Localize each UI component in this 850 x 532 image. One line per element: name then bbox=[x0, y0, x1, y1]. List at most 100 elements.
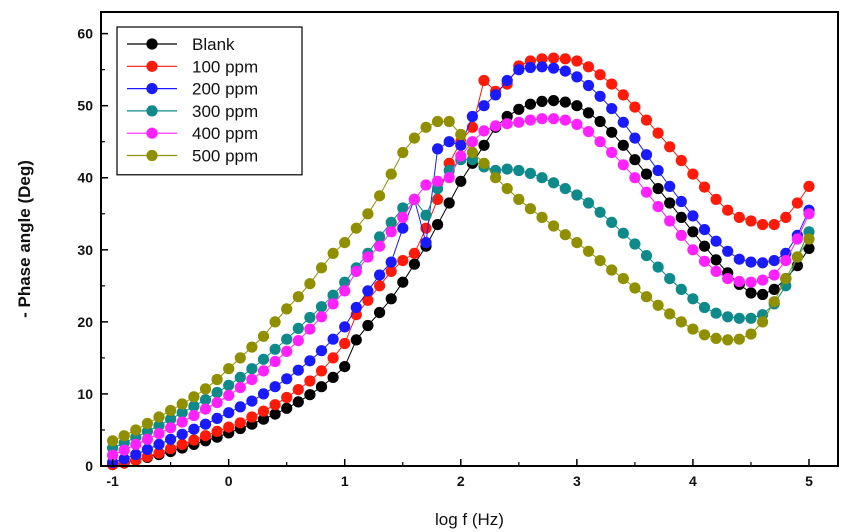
data-point bbox=[594, 69, 606, 81]
data-point bbox=[722, 334, 734, 346]
data-point bbox=[362, 208, 374, 220]
data-point bbox=[478, 157, 490, 169]
data-point bbox=[339, 237, 351, 249]
x-axis-title: log f (Hz) bbox=[435, 510, 504, 529]
data-point bbox=[304, 278, 316, 290]
data-point bbox=[698, 181, 711, 193]
data-point bbox=[617, 139, 629, 151]
data-point bbox=[768, 219, 780, 231]
data-point bbox=[397, 255, 409, 267]
data-point bbox=[455, 139, 467, 151]
data-point bbox=[281, 402, 293, 414]
data-point bbox=[374, 240, 386, 252]
data-point bbox=[536, 95, 548, 107]
data-point bbox=[629, 282, 641, 294]
data-point bbox=[606, 216, 618, 228]
data-point bbox=[385, 293, 397, 305]
data-point bbox=[234, 401, 246, 413]
data-point bbox=[257, 413, 270, 425]
data-point bbox=[571, 100, 583, 112]
data-point bbox=[350, 222, 362, 234]
data-point bbox=[432, 143, 444, 155]
data-point bbox=[536, 113, 548, 125]
data-point bbox=[745, 287, 757, 299]
data-point bbox=[257, 388, 270, 400]
data-point bbox=[246, 411, 258, 423]
data-point bbox=[455, 150, 467, 162]
data-point bbox=[234, 352, 246, 364]
data-point bbox=[478, 125, 490, 137]
data-point bbox=[571, 118, 583, 130]
data-point bbox=[757, 274, 769, 286]
data-point bbox=[548, 220, 560, 232]
data-point bbox=[617, 227, 629, 239]
data-point bbox=[107, 449, 119, 461]
data-point bbox=[652, 183, 664, 195]
data-point bbox=[223, 379, 235, 391]
data-point bbox=[350, 334, 362, 346]
data-point bbox=[443, 197, 455, 209]
data-point bbox=[501, 183, 513, 195]
data-point bbox=[385, 216, 397, 228]
data-point bbox=[130, 448, 142, 461]
data-point bbox=[176, 438, 188, 450]
data-point bbox=[304, 375, 316, 387]
data-point bbox=[211, 425, 223, 437]
x-tick-label: 4 bbox=[689, 473, 697, 489]
data-point bbox=[524, 114, 537, 126]
data-point bbox=[745, 312, 757, 324]
data-point bbox=[130, 424, 142, 436]
data-point bbox=[698, 255, 711, 267]
data-point bbox=[675, 195, 687, 208]
data-point bbox=[768, 296, 780, 308]
data-point bbox=[675, 316, 687, 328]
data-point bbox=[257, 365, 270, 377]
data-point bbox=[733, 333, 745, 345]
data-point bbox=[617, 116, 629, 128]
data-point bbox=[582, 197, 595, 209]
data-point bbox=[246, 395, 258, 407]
data-point bbox=[780, 211, 792, 223]
y-axis-title: - Phase angle (Deg) bbox=[15, 160, 34, 318]
data-point bbox=[397, 222, 409, 234]
data-point bbox=[188, 423, 200, 435]
data-point bbox=[466, 136, 478, 148]
data-point bbox=[374, 306, 386, 319]
data-point bbox=[513, 116, 525, 128]
data-point bbox=[640, 149, 653, 161]
data-point bbox=[722, 204, 734, 216]
data-point bbox=[490, 120, 502, 132]
data-point bbox=[362, 251, 374, 263]
data-point bbox=[803, 233, 815, 245]
data-point bbox=[141, 417, 153, 430]
data-point bbox=[432, 219, 444, 231]
data-point bbox=[687, 323, 699, 335]
data-point bbox=[257, 405, 270, 417]
data-point bbox=[698, 301, 711, 314]
data-point bbox=[617, 89, 629, 101]
data-point bbox=[234, 417, 246, 429]
data-point bbox=[640, 168, 653, 180]
data-point bbox=[594, 206, 606, 218]
data-point bbox=[582, 107, 595, 119]
data-point bbox=[130, 438, 142, 450]
data-point bbox=[652, 261, 664, 273]
data-point bbox=[675, 154, 687, 167]
data-point bbox=[513, 64, 525, 76]
data-point bbox=[455, 175, 467, 187]
data-point bbox=[141, 443, 153, 455]
data-point bbox=[362, 294, 374, 306]
data-point bbox=[733, 211, 745, 223]
data-point bbox=[524, 98, 537, 110]
data-point bbox=[420, 237, 432, 249]
data-point bbox=[246, 341, 258, 353]
legend-label: Blank bbox=[192, 35, 235, 54]
legend-item: Blank bbox=[127, 35, 235, 54]
data-point bbox=[594, 115, 606, 128]
legend-label: 300 ppm bbox=[192, 102, 258, 121]
data-point bbox=[153, 428, 165, 440]
data-point bbox=[710, 235, 722, 247]
data-point bbox=[455, 128, 467, 141]
data-point bbox=[629, 101, 641, 113]
